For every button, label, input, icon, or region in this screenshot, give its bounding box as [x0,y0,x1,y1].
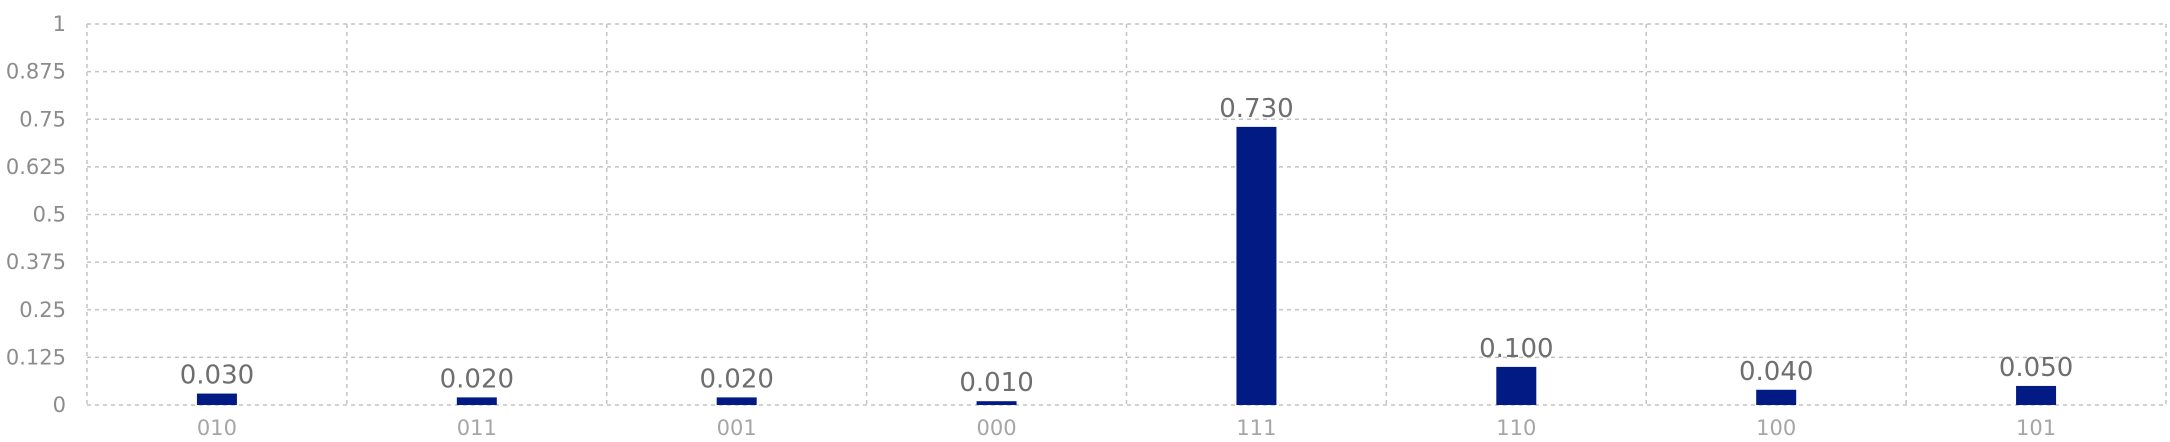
bar-011 [456,397,497,405]
x-axis-ticks: 010 011 001 000 111 110 100 101 [197,416,2056,440]
x-tick-label-100: 100 [1756,416,1796,440]
x-tick-label-110: 110 [1496,416,1536,440]
y-tick-label: 0 [53,393,66,417]
bar-111 [1236,126,1277,406]
bar-001 [716,397,757,405]
data-label-010: 0.030 [180,361,254,391]
y-tick-label: 0.5 [33,203,66,227]
data-label-001: 0.020 [699,364,773,394]
y-tick-label: 0.25 [19,298,66,322]
bar-010 [196,393,237,405]
bar-101 [2016,385,2057,405]
data-label-111: 0.730 [1219,94,1293,124]
x-tick-label-101: 101 [2016,416,2056,440]
y-tick-label: 1 [53,12,66,36]
data-labels: 0.030 0.020 0.020 0.010 0.730 0.100 0.040 0.050 [180,94,2074,398]
data-label-110: 0.100 [1479,334,1553,364]
bar-000 [976,401,1017,405]
data-label-011: 0.020 [440,364,514,394]
data-label-000: 0.010 [959,368,1033,398]
x-tick-label-001: 001 [717,416,757,440]
data-label-101: 0.050 [1999,353,2073,383]
bar-110 [1496,366,1537,405]
x-tick-label-111: 111 [1236,416,1276,440]
y-tick-label: 0.75 [19,107,66,131]
bars [196,126,2057,406]
bar-100 [1756,389,1797,405]
y-tick-label: 0.625 [6,155,66,179]
y-tick-label: 0.125 [6,345,66,369]
y-tick-label: 0.375 [6,250,66,274]
x-tick-label-000: 000 [977,416,1017,440]
y-axis-ticks: 0 0.125 0.25 0.375 0.5 0.625 0.75 0.875 1 [6,12,66,417]
grid-lines [86,23,2167,406]
x-tick-label-010: 010 [197,416,237,440]
data-label-100: 0.040 [1739,357,1813,387]
y-tick-label: 0.875 [6,60,66,84]
x-tick-label-011: 011 [457,416,497,440]
